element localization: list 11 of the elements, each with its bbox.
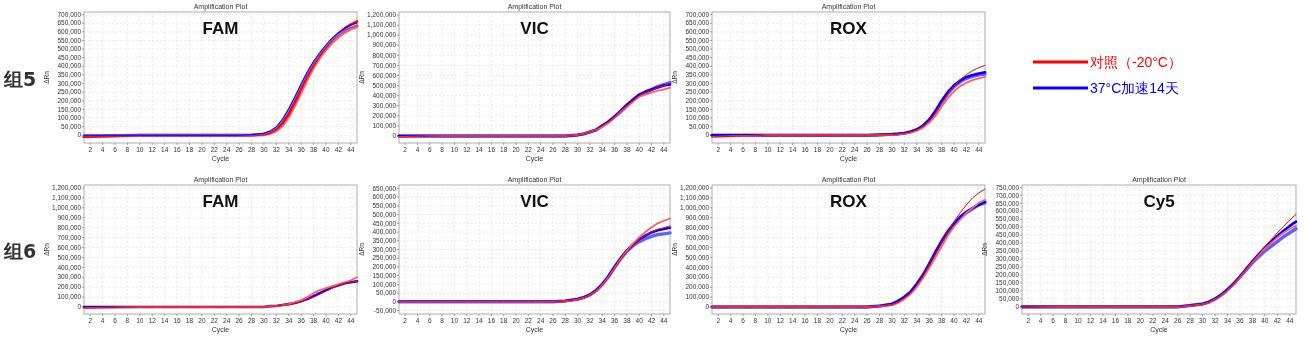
chart-subtitle: VIC [520, 19, 549, 38]
legend-label: 对照（-20°C） [1090, 54, 1182, 70]
chart-subtitle: ROX [830, 19, 868, 38]
chart-subtitle: FAM [202, 192, 239, 211]
chart-subtitle: VIC [520, 192, 549, 211]
chart-subtitle: FAM [202, 19, 239, 38]
text: 组5 [3, 67, 37, 90]
legend-label: 37°C加速14天 [1090, 80, 1179, 96]
chart-subtitle: Cy5 [1143, 192, 1175, 211]
text: 组6 [3, 239, 37, 262]
chart-subtitle: ROX [830, 192, 868, 211]
